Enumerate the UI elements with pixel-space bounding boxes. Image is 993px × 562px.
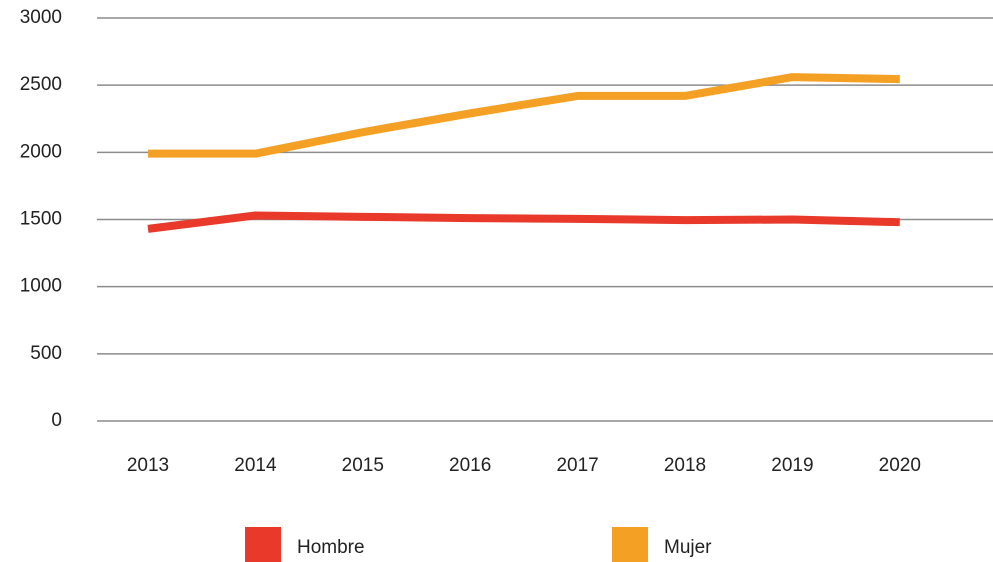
series-line bbox=[147, 211, 900, 233]
series-line bbox=[148, 73, 900, 158]
x-tick-label: 2013 bbox=[127, 455, 169, 476]
x-tick-label: 2020 bbox=[879, 455, 921, 476]
y-tick-label: 2000 bbox=[20, 141, 62, 162]
y-tick-label: 500 bbox=[30, 343, 62, 364]
x-tick-label: 2018 bbox=[664, 455, 706, 476]
legend-swatch bbox=[612, 527, 648, 562]
legend-label: Mujer bbox=[664, 537, 712, 558]
x-tick-label: 2019 bbox=[771, 455, 813, 476]
x-tick-label: 2016 bbox=[449, 455, 491, 476]
y-tick-label: 1500 bbox=[20, 209, 62, 230]
x-tick-label: 2015 bbox=[342, 455, 384, 476]
y-tick-label: 1000 bbox=[20, 276, 62, 297]
y-tick-label: 3000 bbox=[20, 7, 62, 28]
legend-label: Hombre bbox=[297, 537, 365, 558]
legend-swatch bbox=[245, 527, 281, 562]
y-tick-label: 2500 bbox=[20, 74, 62, 95]
y-tick-label: 0 bbox=[51, 410, 62, 431]
x-tick-label: 2014 bbox=[234, 455, 277, 476]
x-tick-label: 2017 bbox=[556, 455, 598, 476]
